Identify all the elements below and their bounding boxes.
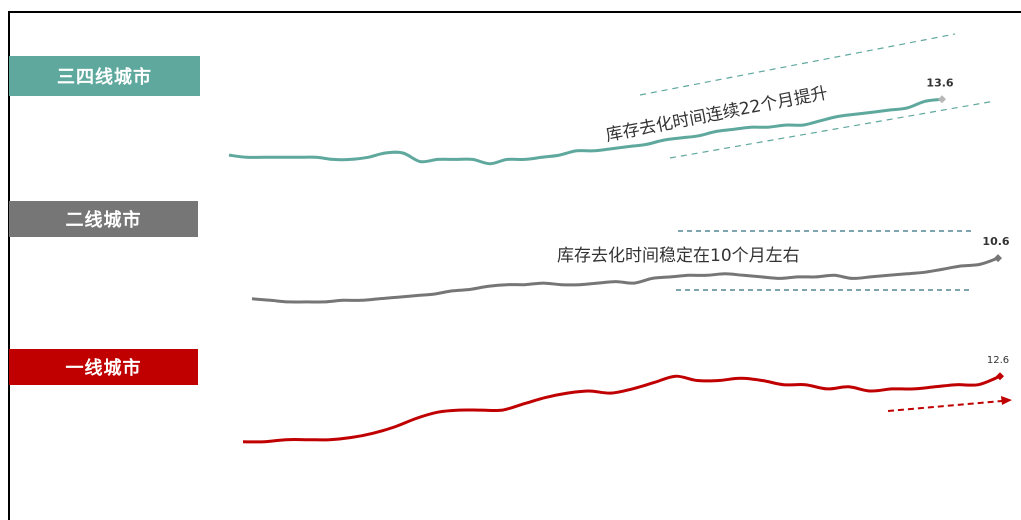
tier34-label: 三四线城市: [9, 56, 200, 96]
chart-frame: [8, 11, 1021, 520]
tier1-end-value-label: 12.6: [987, 355, 1009, 366]
tier1-trend-arrow-head: [1001, 396, 1012, 405]
tier2-series-line: [251, 256, 999, 304]
tier1-series-line: [242, 374, 1001, 444]
tier2-annotation: 库存去化时间稳定在10个月左右: [557, 246, 800, 266]
tier1-label: 一线城市: [9, 349, 198, 385]
tier34-annotation: 库存去化时间连续22个月提升: [604, 83, 829, 146]
tier34-upper-trend-line: [639, 33, 956, 96]
tier2-label: 二线城市: [9, 201, 198, 237]
tier1-end-marker: [996, 372, 1004, 381]
tier34-series-line: [228, 97, 943, 166]
tier34-end-value-label: 13.6: [926, 76, 953, 89]
tier1-trend-arrow-line: [887, 400, 1003, 412]
tier2-end-value-label: 10.6: [982, 235, 1009, 248]
tier34-end-marker: [938, 95, 946, 104]
tier2-end-marker: [994, 254, 1002, 263]
